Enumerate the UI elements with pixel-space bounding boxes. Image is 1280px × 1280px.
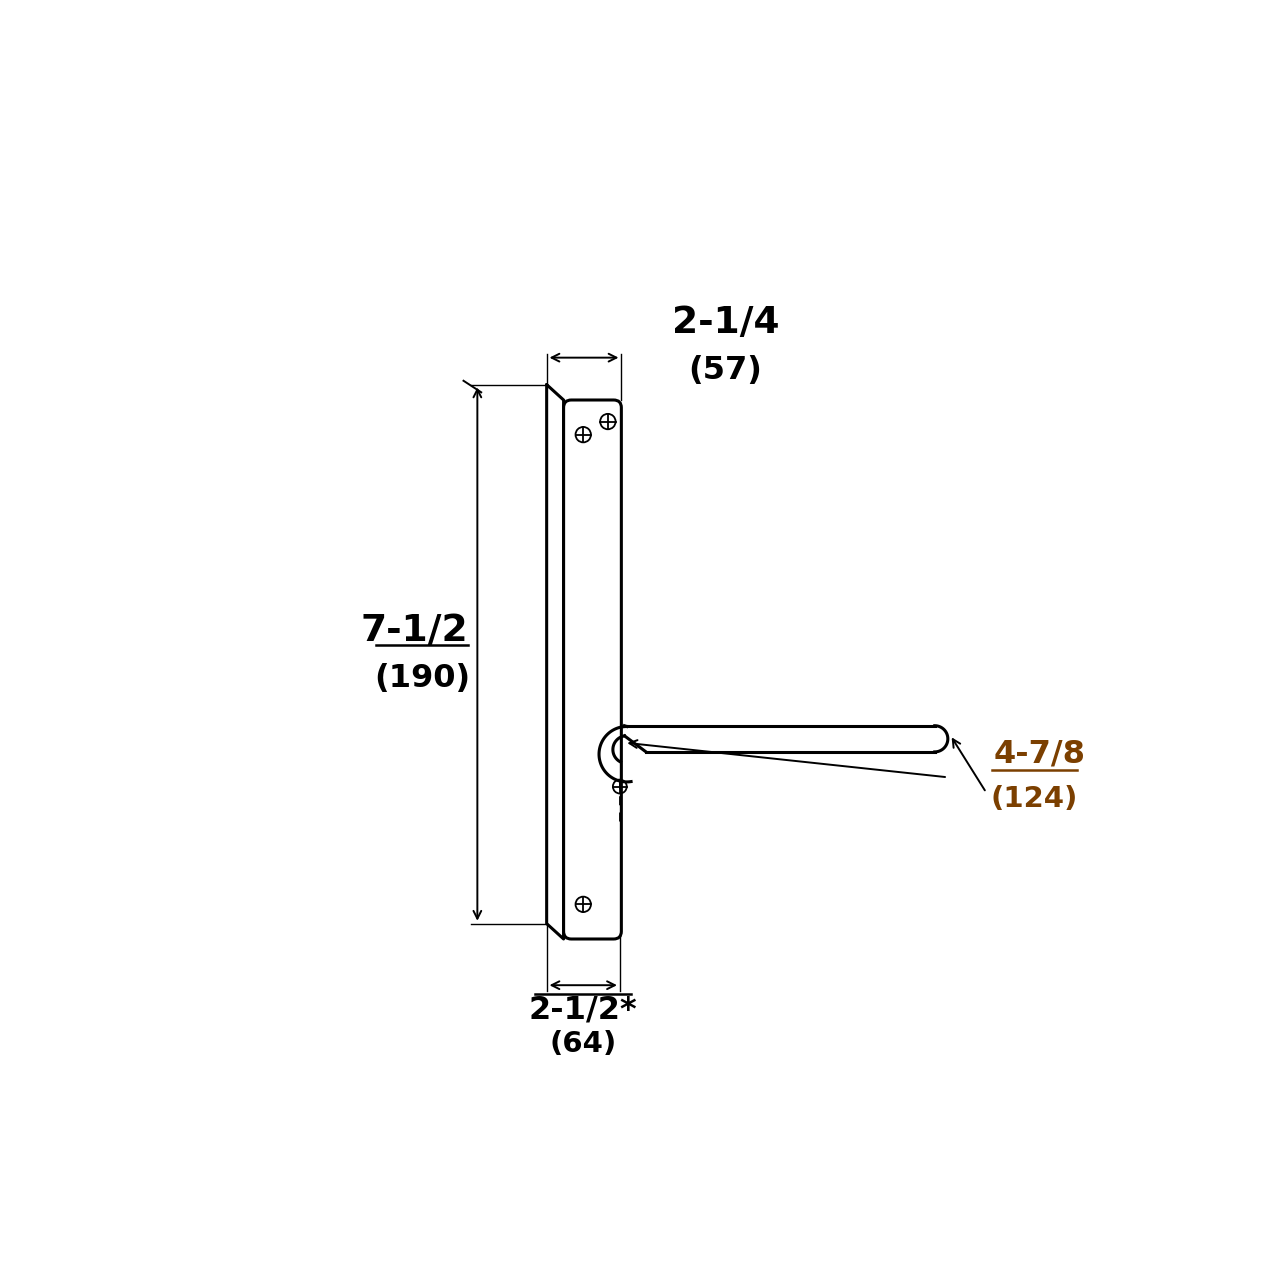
Text: (64): (64) [549, 1030, 617, 1057]
Text: (190): (190) [374, 663, 470, 694]
Text: (124): (124) [991, 785, 1078, 813]
Text: 2-1/2*: 2-1/2* [529, 995, 637, 1025]
Text: 7-1/2: 7-1/2 [361, 613, 468, 649]
Text: 2-1/4: 2-1/4 [672, 305, 780, 340]
Polygon shape [547, 384, 563, 940]
Polygon shape [563, 399, 621, 940]
FancyBboxPatch shape [563, 399, 621, 940]
Text: 4-7/8: 4-7/8 [995, 739, 1085, 769]
Text: (57): (57) [689, 356, 762, 387]
